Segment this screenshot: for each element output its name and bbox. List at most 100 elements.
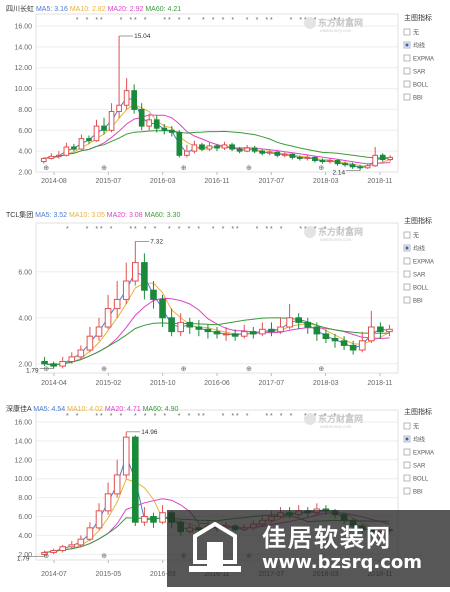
indicator-option-boll[interactable]: BOLL bbox=[413, 286, 429, 292]
indicator-option-boll[interactable]: BOLL bbox=[413, 477, 429, 483]
indicator-option-bbi[interactable]: BBI bbox=[413, 299, 423, 305]
indicator-option-均线[interactable]: 均线 bbox=[413, 42, 425, 50]
indicator-checkbox[interactable] bbox=[403, 270, 411, 278]
legend-ma10: MA10: 4.02 bbox=[67, 406, 105, 413]
candle-body bbox=[349, 344, 357, 351]
indicator-checkbox[interactable] bbox=[403, 296, 411, 304]
candle-body bbox=[274, 151, 281, 156]
event-star-mark: * bbox=[197, 226, 200, 233]
indicator-option-无[interactable]: 无 bbox=[413, 424, 419, 431]
event-star-mark: * bbox=[246, 413, 249, 420]
candle-body bbox=[358, 340, 366, 351]
candle-body bbox=[195, 326, 203, 330]
x-tick-label: 2016-06 bbox=[204, 380, 230, 387]
event-star-mark: * bbox=[95, 17, 98, 24]
indicator-option-bbi[interactable]: BBI bbox=[413, 96, 423, 102]
indicator-option-boll[interactable]: BOLL bbox=[413, 83, 429, 89]
indicator-checkbox[interactable] bbox=[403, 93, 411, 101]
indicator-checkbox[interactable] bbox=[403, 257, 411, 265]
x-tick-label: 2015-10 bbox=[150, 380, 176, 387]
indicator-option-bbi[interactable]: BBI bbox=[413, 490, 423, 496]
event-star-mark: * bbox=[222, 226, 225, 233]
candle-body bbox=[86, 527, 94, 540]
checkbox-checked-mark bbox=[405, 246, 409, 250]
indicator-checkbox[interactable] bbox=[403, 80, 411, 88]
candle-body bbox=[251, 147, 258, 152]
indicator-checkbox[interactable] bbox=[403, 283, 411, 291]
event-marker-icon: ⊕ bbox=[318, 165, 324, 172]
y-tick-label: 14.00 bbox=[14, 44, 32, 51]
indicator-option-sar[interactable]: SAR bbox=[413, 464, 426, 470]
candle-body bbox=[68, 356, 76, 362]
candle-body bbox=[236, 148, 243, 152]
candle-body bbox=[295, 317, 303, 323]
event-star-mark: * bbox=[100, 226, 103, 233]
chart-panel-2: 6.00 4.00 2.00 2014-04 2015-02 2015-10 2016-06… bbox=[0, 205, 450, 395]
watermark-logo-icon bbox=[304, 17, 316, 29]
event-star-mark: * bbox=[129, 226, 132, 233]
indicator-option-expma[interactable]: EXPMA bbox=[413, 451, 434, 457]
indicator-option-无[interactable]: 无 bbox=[413, 233, 419, 240]
event-star-mark: * bbox=[120, 413, 123, 420]
indicator-option-无[interactable]: 无 bbox=[413, 30, 419, 37]
event-star-mark: * bbox=[163, 413, 166, 420]
candle-body bbox=[77, 349, 85, 358]
indicator-option-sar[interactable]: SAR bbox=[413, 70, 426, 76]
y-tick-label: 12.00 bbox=[14, 457, 32, 464]
chart-legend: 四川长虹 MA5: 3.16 MA10: 2.82 MA20: 2.92 MA6… bbox=[6, 4, 181, 13]
candle-body bbox=[213, 331, 221, 335]
candle-body bbox=[349, 164, 356, 168]
indicator-checkbox[interactable] bbox=[403, 54, 411, 62]
event-star-mark: * bbox=[256, 226, 259, 233]
watermark-name: 东方财富网 bbox=[318, 226, 363, 237]
indicator-option-均线[interactable]: 均线 bbox=[413, 245, 425, 253]
indicator-checkbox[interactable] bbox=[403, 461, 411, 469]
indicator-checkbox[interactable] bbox=[403, 231, 411, 239]
event-star-mark: * bbox=[144, 226, 147, 233]
legend-ma20: MA20: 3.08 bbox=[107, 212, 145, 219]
indicator-option-expma[interactable]: EXPMA bbox=[413, 260, 434, 266]
indicator-checkbox[interactable] bbox=[403, 474, 411, 482]
indicator-checkbox[interactable] bbox=[403, 67, 411, 75]
event-star-mark: * bbox=[110, 226, 113, 233]
candle-body bbox=[159, 298, 166, 319]
indicator-option-expma[interactable]: EXPMA bbox=[413, 57, 434, 63]
candle-body bbox=[122, 436, 130, 476]
event-star-mark: * bbox=[134, 413, 137, 420]
event-star-mark: * bbox=[144, 17, 147, 24]
event-star-mark: * bbox=[338, 17, 341, 24]
candle-body bbox=[286, 317, 293, 328]
indicator-checkbox[interactable] bbox=[403, 422, 411, 430]
x-tick-label: 2015-07 bbox=[95, 178, 121, 185]
event-star-mark: * bbox=[212, 226, 215, 233]
event-star-mark: * bbox=[231, 17, 234, 24]
candle-body bbox=[48, 155, 55, 159]
x-tick-label: 2016-03 bbox=[150, 571, 176, 578]
candle-body bbox=[214, 145, 220, 149]
indicator-option-sar[interactable]: SAR bbox=[413, 273, 426, 279]
event-star-mark: * bbox=[222, 17, 225, 24]
event-star-mark: * bbox=[299, 17, 302, 24]
indicator-checkbox[interactable] bbox=[403, 28, 411, 36]
annotation-label-high: 7.32 bbox=[150, 238, 163, 245]
candle-body bbox=[141, 516, 148, 523]
checkbox-checked-mark bbox=[405, 43, 409, 47]
x-tick-label: 2018-03 bbox=[313, 178, 339, 185]
candle-body bbox=[71, 146, 77, 150]
event-star-mark: * bbox=[265, 226, 268, 233]
candle-body bbox=[342, 163, 348, 166]
event-star-mark: * bbox=[348, 17, 351, 24]
candle-body bbox=[327, 160, 333, 163]
event-star-mark: * bbox=[299, 226, 302, 233]
event-star-mark: * bbox=[188, 226, 191, 233]
y-tick-label: 6.00 bbox=[18, 514, 32, 521]
candle-body bbox=[41, 551, 48, 555]
event-star-mark: * bbox=[348, 413, 351, 420]
chart-legend: 深康佳A MA5: 4.54 MA10: 4.02 MA20: 4.71 MA6… bbox=[6, 404, 179, 413]
candle-body bbox=[204, 328, 212, 333]
event-star-mark: * bbox=[110, 413, 113, 420]
indicator-checkbox[interactable] bbox=[403, 448, 411, 456]
indicator-checkbox[interactable] bbox=[403, 487, 411, 495]
indicator-option-均线[interactable]: 均线 bbox=[413, 436, 425, 444]
event-star-mark: * bbox=[231, 226, 234, 233]
